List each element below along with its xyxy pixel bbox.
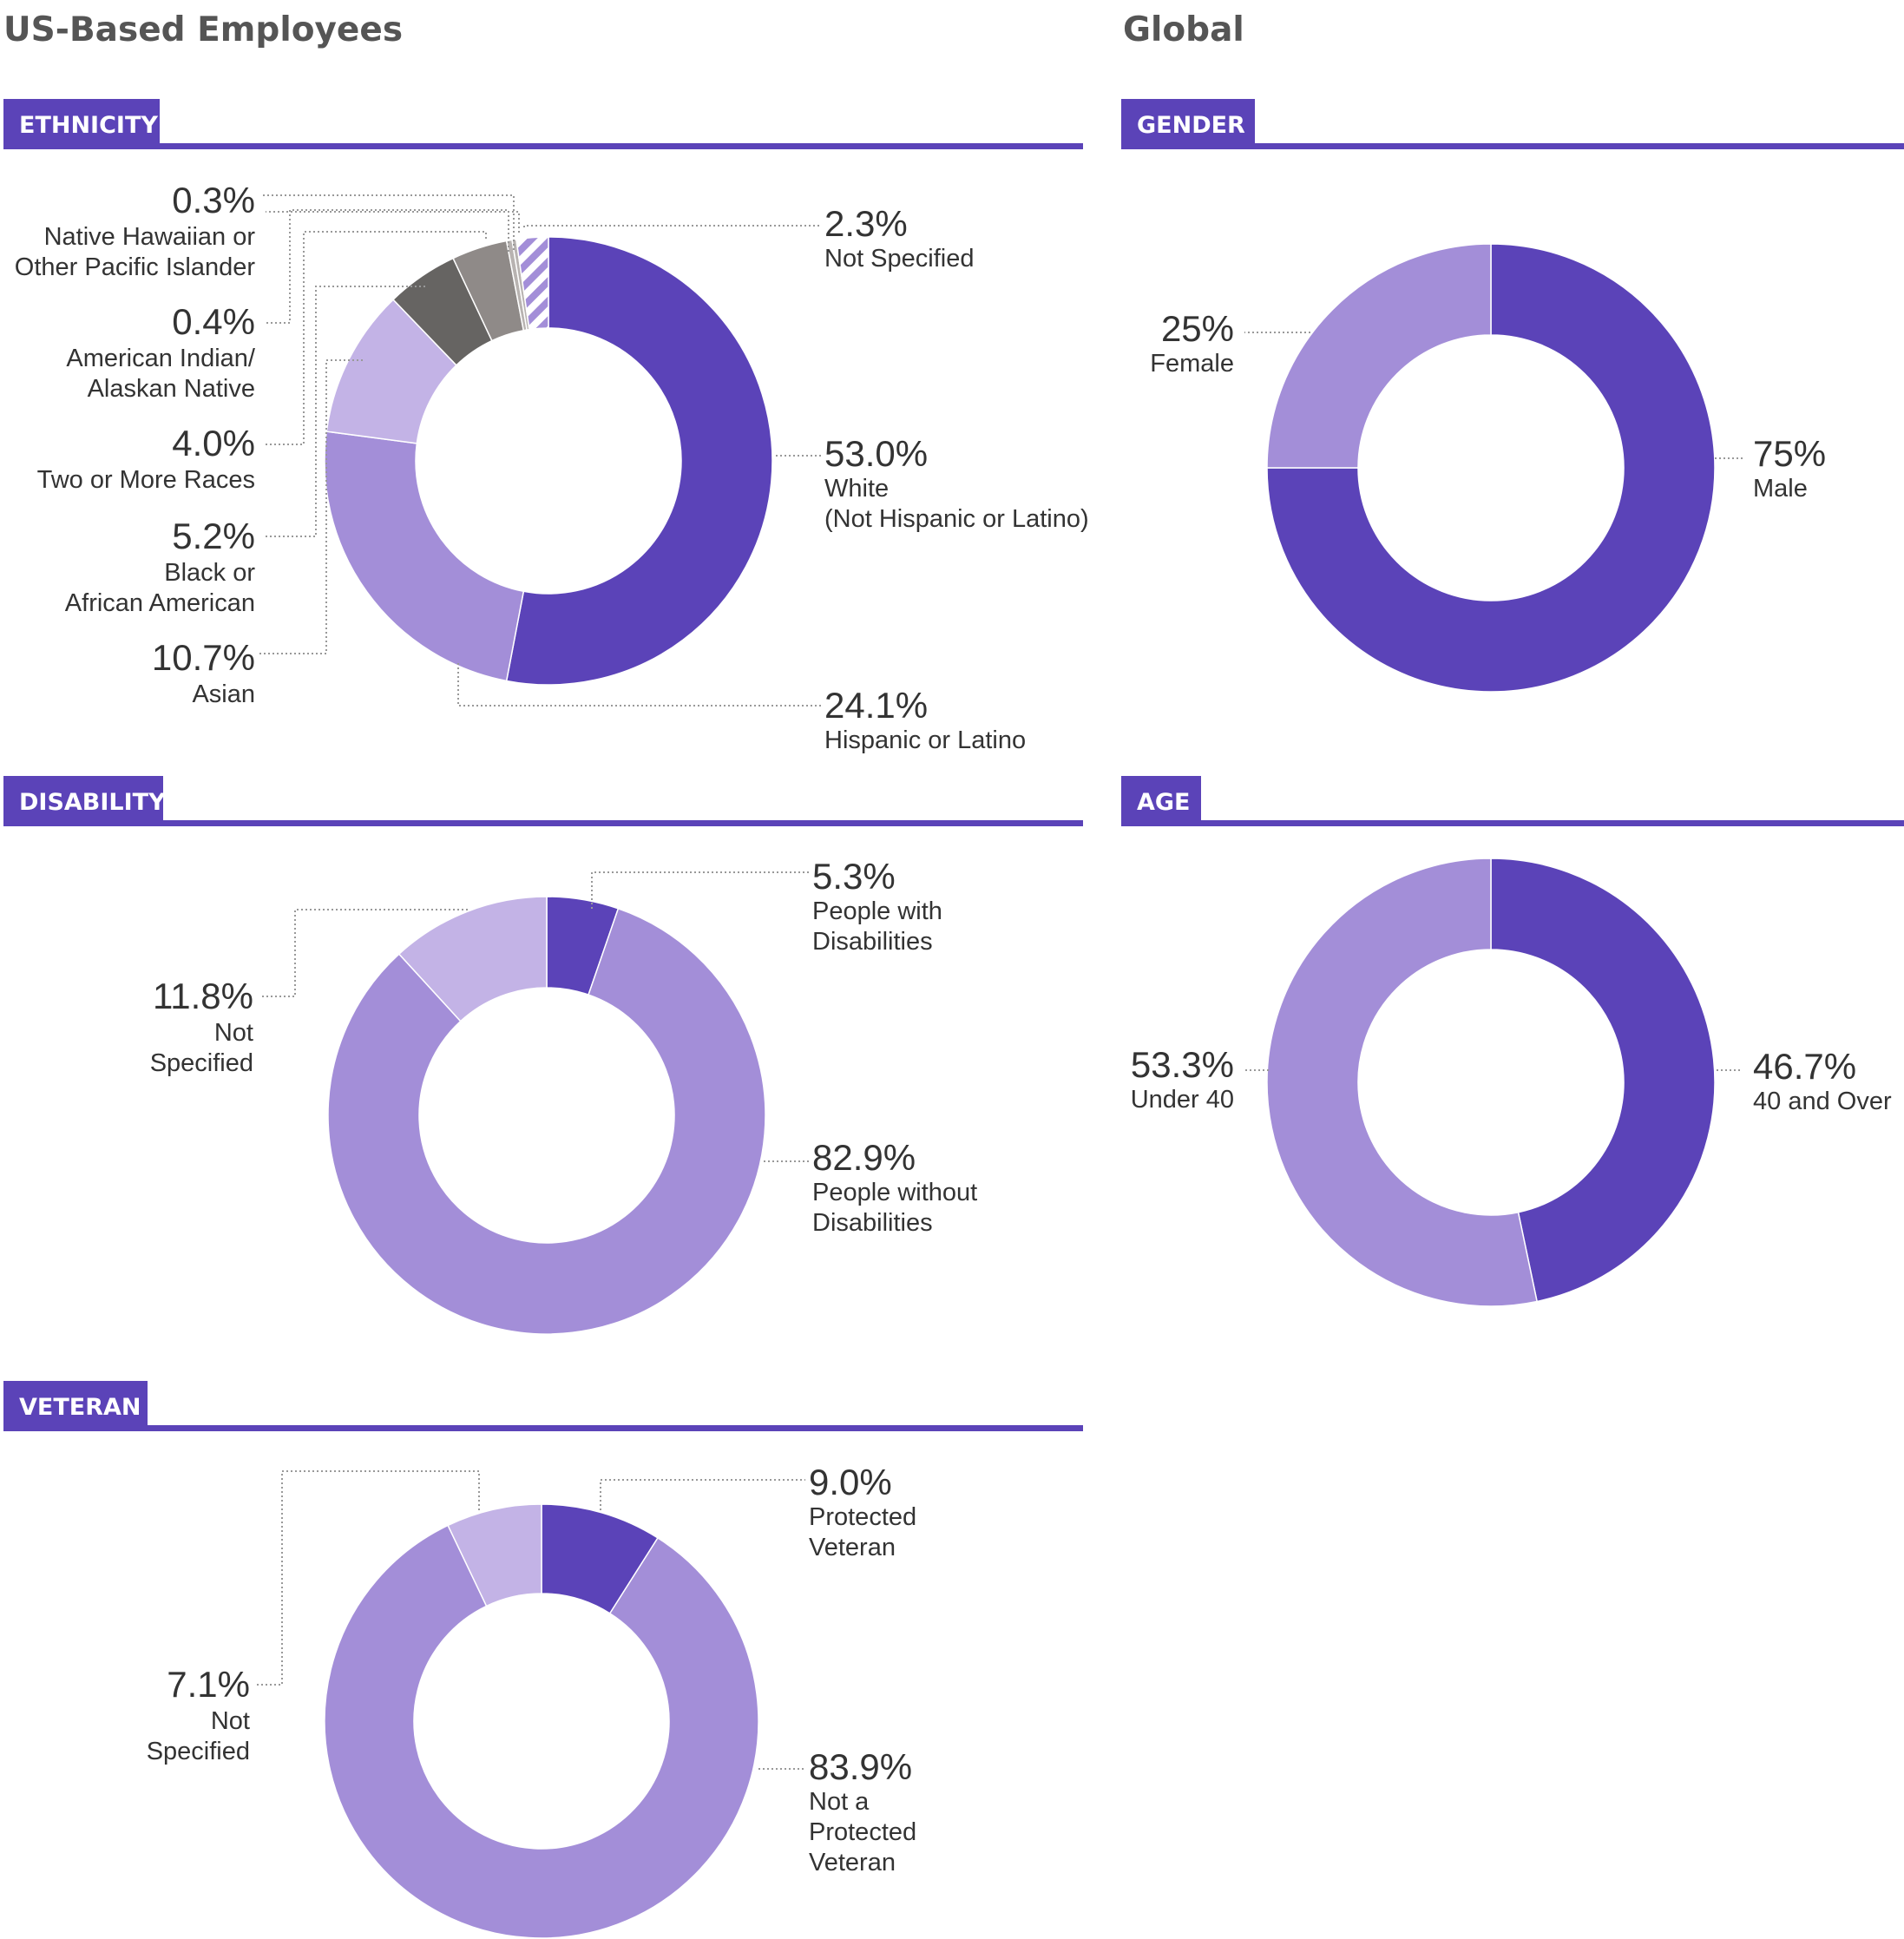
leader-line [263,286,425,537]
slice-label: Not a [809,1788,870,1816]
slice-label: Disabilities [812,928,933,956]
data-label: 0.3% [172,180,255,220]
veteran-slice [447,1503,542,1607]
disability-header: DISABILITY [3,776,1083,826]
global-title: Global [1123,10,1244,49]
leader-line [591,871,809,909]
slice-label: People with [812,897,942,925]
slice-label: Black or [164,559,255,587]
slice-label: Native Hawaiian or [44,223,256,251]
slice-label: Not Specified [824,245,975,273]
data-label: 83.9% [809,1746,912,1787]
veteran-donut-chart [324,1503,759,1939]
ethnicity-donut-chart [324,236,773,686]
gender-slice [1266,243,1716,693]
veteran-header: VETERAN [3,1381,1083,1431]
slice-label: Protected [809,1818,916,1846]
leader-line [523,225,821,227]
slice-label: Specified [150,1049,253,1077]
leader-line [457,663,821,707]
leader-line [600,1479,805,1510]
veteran-labels: 9.0% Protected Veteran 7.1% Not Specifie… [147,1462,916,1877]
veteran-slice [324,1524,759,1939]
data-label: 7.1% [167,1664,250,1705]
slice-label: White [824,475,889,503]
leader-line [259,359,363,654]
disability-slice [397,896,548,1022]
age-donut-chart [1266,858,1716,1307]
slice-label: Other Pacific Islander [15,253,256,281]
slice-label: Asian [192,680,255,708]
gender-label: GENDER [1137,112,1245,139]
disability-labels: 5.3% People with Disabilities 11.8% Not … [150,856,978,1237]
leader-line [262,194,515,250]
slice-label: Female [1150,350,1234,378]
slice-label: African American [65,589,255,617]
gender-slice [1266,243,1492,469]
slice-label: Male [1753,475,1808,503]
slice-label: Veteran [809,1534,896,1561]
data-label: 82.9% [812,1137,916,1178]
leader-line [257,1470,480,1686]
disability-donut-chart [327,896,766,1335]
slice-label: Not [211,1707,250,1735]
data-label: 24.1% [824,685,928,726]
data-label: 53.3% [1131,1044,1234,1085]
leader-line [266,209,509,324]
age-slice [1490,858,1716,1303]
data-label: 53.0% [824,433,928,474]
slice-label: People without [812,1179,977,1206]
slice-label: Under 40 [1131,1086,1234,1114]
data-label: 9.0% [809,1462,892,1502]
age-header: AGE [1121,776,1904,826]
slice-label: Two or More Races [37,466,255,494]
age-slice [1266,858,1538,1307]
data-label: 10.7% [152,637,255,678]
gender-header: GENDER [1121,99,1904,149]
slice-label: (Not Hispanic or Latino) [824,505,1089,533]
leader-lines [257,194,1743,1770]
age-label: AGE [1137,789,1191,816]
ethnicity-slice [324,431,525,682]
age-labels: 46.7% 40 and Over 53.3% Under 40 [1131,1044,1892,1115]
disability-label: DISABILITY [19,789,166,816]
slice-label: Specified [147,1738,250,1765]
slice-label: American Indian/ [66,345,256,372]
data-label: 2.3% [824,203,908,244]
slice-label: Disabilities [812,1209,933,1237]
leader-line [260,909,468,997]
data-label: 46.7% [1753,1046,1856,1087]
slice-label: Protected [809,1503,916,1531]
leader-line [266,211,520,233]
slice-label: Not [214,1019,253,1047]
ethnicity-slice [515,236,549,331]
data-label: 75% [1753,433,1826,474]
data-label: 4.0% [172,423,255,463]
ethnicity-header: ETHNICITY [3,99,1083,149]
data-label: 5.2% [172,516,255,556]
disability-slice [327,907,766,1335]
leader-line [263,231,487,445]
ethnicity-labels: 0.3% Native Hawaiian or Other Pacific Is… [15,180,1089,754]
veteran-label: VETERAN [19,1394,141,1421]
gender-donut-chart [1266,243,1716,693]
gender-labels: 25% Female 75% Male [1150,308,1826,503]
slice-label: 40 and Over [1753,1088,1892,1115]
slice-label: Hispanic or Latino [824,726,1026,754]
ethnicity-label: ETHNICITY [19,112,158,139]
slice-label: Alaskan Native [88,375,255,403]
data-label: 5.3% [812,856,896,897]
slice-label: Veteran [809,1849,896,1877]
data-label: 25% [1161,308,1234,349]
us-title: US-Based Employees [3,10,403,49]
data-label: 11.8% [153,976,253,1016]
ethnicity-slice [505,236,773,686]
data-label: 0.4% [172,301,255,342]
